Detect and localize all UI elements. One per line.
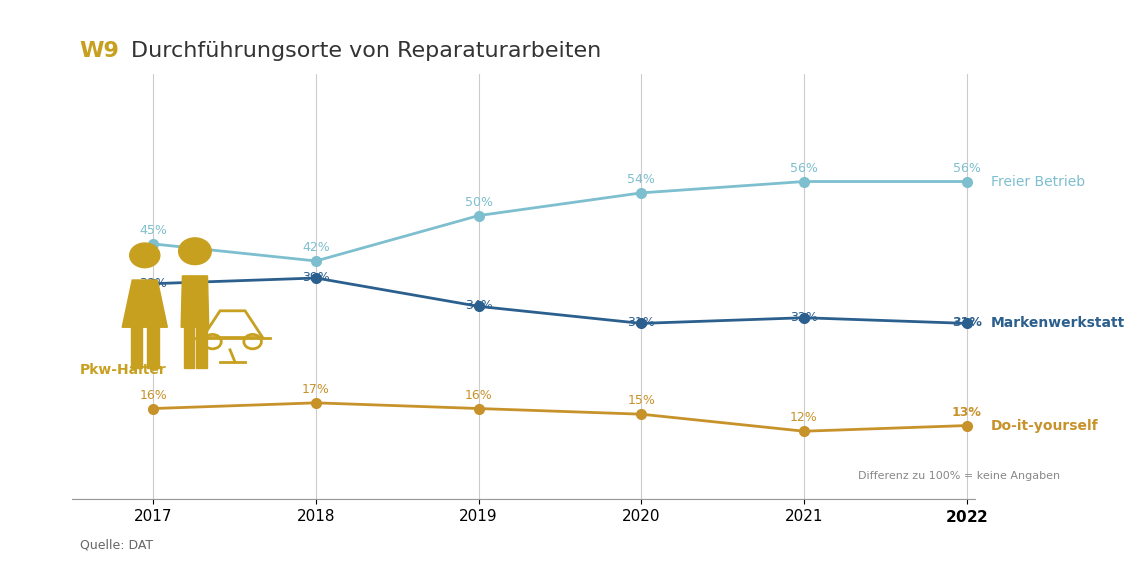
Text: 15%: 15% — [627, 394, 655, 407]
Text: 34%: 34% — [465, 299, 492, 312]
Text: 16%: 16% — [465, 389, 492, 402]
Text: 39%: 39% — [302, 271, 329, 284]
Text: 16%: 16% — [139, 389, 168, 402]
Circle shape — [130, 243, 160, 268]
Text: 13%: 13% — [952, 406, 982, 419]
Text: 17%: 17% — [302, 383, 329, 396]
Text: Pkw-Halter: Pkw-Halter — [80, 363, 166, 377]
Text: Freier Betrieb: Freier Betrieb — [991, 174, 1085, 188]
Text: Durchführungsorte von Reparaturarbeiten: Durchführungsorte von Reparaturarbeiten — [131, 41, 602, 61]
Text: 56%: 56% — [790, 161, 819, 174]
Text: Differenz zu 100% = keine Angaben: Differenz zu 100% = keine Angaben — [858, 471, 1060, 481]
Text: 42%: 42% — [302, 241, 329, 254]
Text: 12%: 12% — [790, 411, 817, 424]
Bar — [147, 325, 158, 369]
Bar — [196, 325, 206, 369]
Text: 31%: 31% — [627, 316, 655, 329]
Text: Markenwerkstatt: Markenwerkstatt — [991, 316, 1125, 330]
Text: 32%: 32% — [790, 311, 817, 324]
Text: W9: W9 — [80, 41, 120, 61]
Text: 56%: 56% — [953, 161, 980, 174]
Polygon shape — [181, 276, 209, 328]
Text: Do-it-yourself: Do-it-yourself — [991, 419, 1099, 433]
Polygon shape — [122, 280, 168, 328]
Bar — [131, 325, 142, 369]
Text: 50%: 50% — [465, 195, 492, 208]
Text: 45%: 45% — [139, 224, 168, 237]
Bar — [184, 325, 194, 369]
Text: 38%: 38% — [139, 276, 168, 290]
Text: 54%: 54% — [627, 173, 655, 186]
Text: Quelle: DAT: Quelle: DAT — [80, 539, 153, 552]
Circle shape — [179, 238, 211, 265]
Text: 31%: 31% — [952, 316, 982, 329]
